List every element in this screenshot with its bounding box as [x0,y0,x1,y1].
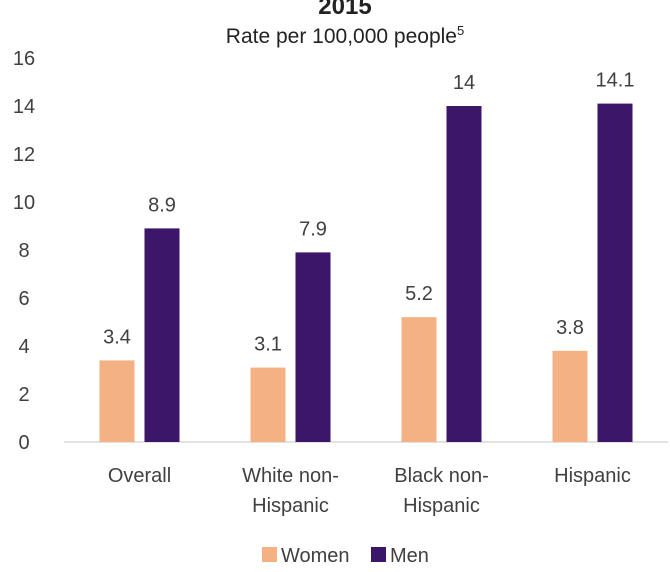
value-label-women-2: 5.2 [405,283,433,305]
bar-women-2 [401,317,437,442]
category-label-line: Black non- [394,465,489,487]
chart-title: 2015 [318,0,371,20]
category-label-line: White non- [242,465,339,487]
y-tick-label: 6 [18,288,29,310]
category-label-line: Hispanic [252,495,329,517]
category-label-3: Hispanic [554,465,631,487]
value-label-women-1: 3.1 [254,334,282,356]
value-label-men-3: 14.1 [596,70,635,92]
category-label-line: Hispanic [403,495,480,517]
bars-group [99,103,633,442]
value-label-men-0: 8.9 [148,194,176,216]
value-label-women-0: 3.4 [103,326,131,348]
category-label-1: White non- Hispanic [242,465,339,517]
category-label-0: Overall [108,465,171,487]
value-label-men-1: 7.9 [299,218,327,240]
legend-swatch-men [371,547,386,562]
y-tick-label: 8 [18,240,29,262]
category-label-2: Black non- Hispanic [394,465,489,517]
chart-subtitle-text: Rate per 100,000 people [226,25,457,48]
bar-men-2 [446,106,482,442]
y-tick-label: 10 [13,192,35,214]
bar-women-0 [99,360,135,442]
y-tick-label: 14 [13,96,35,118]
chart-subtitle-superscript: 5 [457,23,464,38]
y-tick-label: 4 [18,336,29,358]
y-tick-label: 16 [13,48,35,70]
legend-label-men: Men [390,545,429,567]
value-label-men-2: 14 [453,72,475,94]
category-label-line: Overall [108,465,171,487]
legend: Women Men [262,545,429,567]
legend-label-women: Women [281,545,350,567]
value-label-women-3: 3.8 [556,317,584,339]
y-axis: 0 2 4 6 8 10 12 14 16 [13,48,35,454]
bar-men-0 [144,228,180,442]
legend-swatch-women [262,547,277,562]
y-tick-label: 12 [13,144,35,166]
value-labels-group: 3.4 8.9 3.1 7.9 5.2 14 3.8 14.1 [103,70,634,356]
category-labels-group: Overall White non- Hispanic Black non- Hispa… [108,465,631,517]
y-tick-label: 2 [18,384,29,406]
chart-subtitle: Rate per 100,000 people5 [226,23,464,48]
bar-women-3 [552,350,588,442]
y-tick-label: 0 [18,432,29,454]
bar-men-3 [597,103,633,442]
bar-men-1 [295,252,331,442]
category-label-line: Hispanic [554,465,631,487]
bar-women-1 [250,367,286,442]
